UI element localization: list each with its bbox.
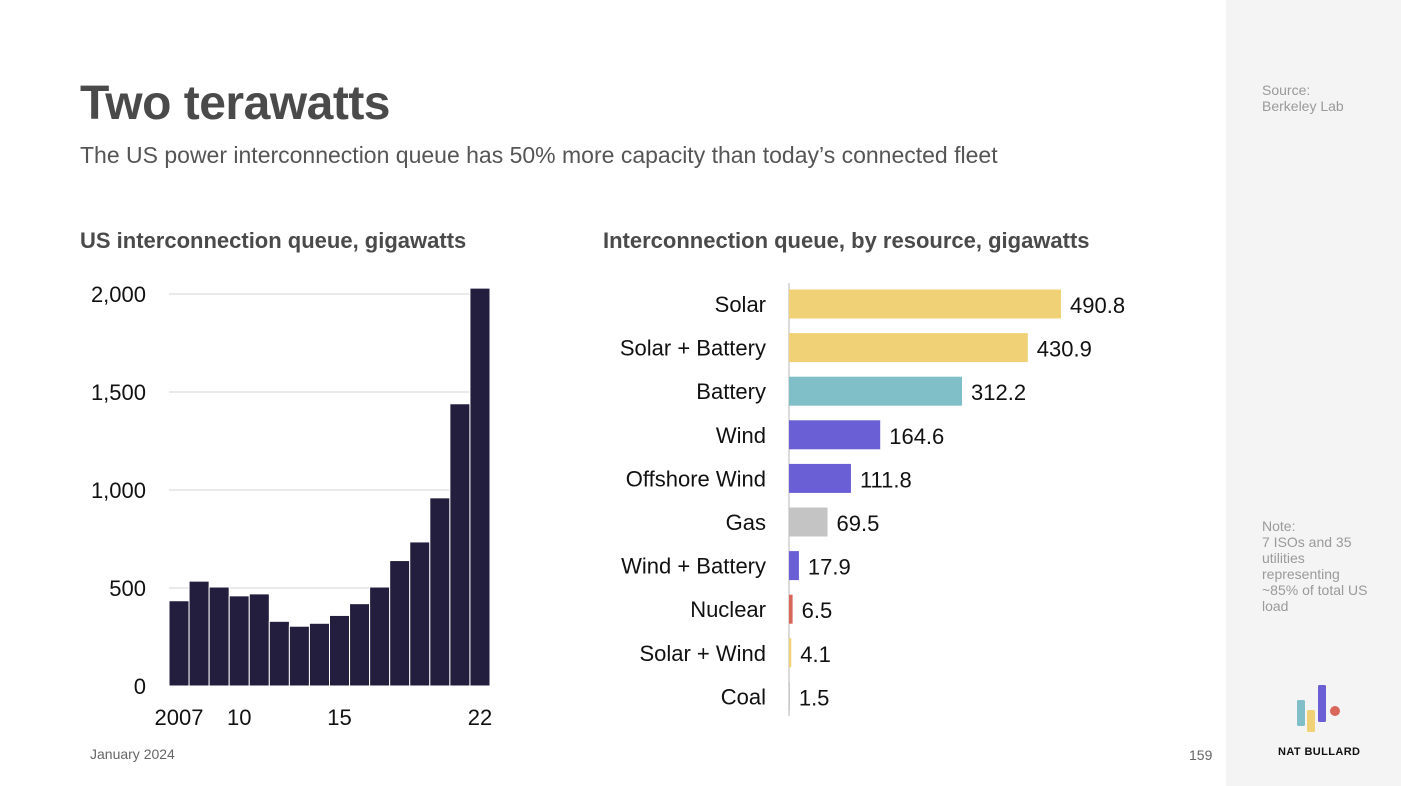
x-tick-label: 10 [227,705,251,730]
queue-bar [248,593,270,687]
note-text: 7 ISOs and 35 utilities representing ~85… [1262,534,1368,614]
value-label: 6.5 [802,598,833,623]
resource-bar [789,507,828,537]
queue-bar [449,403,471,687]
slide-main: Two terawatts The US power interconnecti… [80,77,1213,763]
footer-date: January 2024 [90,746,175,762]
queue-bar [168,600,190,687]
y-tick-label: 0 [134,674,146,699]
y-tick-label: 500 [109,576,146,601]
resource-bar [789,463,851,493]
slide-title: Two terawatts [80,77,391,130]
source-label: Source: [1262,82,1311,98]
x-tick-label: 15 [327,705,351,730]
value-label: 1.5 [799,685,830,710]
category-label: Solar + Wind [639,641,766,666]
value-label: 312.2 [971,380,1026,405]
queue-bar [409,541,431,687]
queue-bar [208,586,230,687]
x-tick-label: 22 [468,705,492,730]
queue-bar [369,586,391,687]
resource-bar [789,376,963,406]
page-number: 159 [1189,747,1213,763]
category-label: Solar + Battery [620,336,766,361]
value-label: 69.5 [837,511,880,536]
queue-bar [389,560,411,687]
source-text: Berkeley Lab [1262,98,1344,114]
queue-bar [288,625,310,687]
x-tick-label: 2007 [155,705,204,730]
category-label: Wind [716,423,766,448]
brand-name: NAT BULLARD [1278,746,1361,758]
category-label: Battery [696,379,766,404]
slide-subtitle: The US power interconnection queue has 5… [80,142,998,168]
y-tick-label: 2,000 [91,282,146,307]
resource-bar [789,551,799,581]
queue-bar [329,614,351,687]
value-label: 490.8 [1070,293,1125,318]
queue-chart-title: US interconnection queue, gigawatts [80,228,467,253]
value-label: 111.8 [860,467,912,492]
category-label: Coal [721,684,766,709]
resource-bar [789,333,1028,363]
category-label: Gas [726,510,766,535]
value-label: 164.6 [889,424,944,449]
queue-bar [308,622,330,687]
resource-bar [789,289,1061,319]
y-tick-label: 1,000 [91,478,146,503]
category-label: Wind + Battery [621,554,766,579]
queue-bar [349,603,371,687]
category-label: Solar [715,292,766,317]
y-tick-label: 1,500 [91,380,146,405]
queue-bar [429,497,451,687]
value-label: 4.1 [800,642,831,667]
queue-bar-chart: 0 500 1,000 1,500 2,000 2007 10 15 22 [91,282,492,730]
category-label: Offshore Wind [626,466,766,491]
queue-bar [268,620,290,687]
resource-chart-title: Interconnection queue, by resource, giga… [603,228,1090,253]
category-label: Nuclear [690,597,766,622]
queue-bar [188,580,210,687]
sidebar [1226,0,1401,786]
queue-bar [228,595,250,687]
resource-bar [789,638,792,668]
note-block: Note: 7 ISOs and 35 utilities representi… [1262,518,1374,614]
source-block: Source: Berkeley Lab [1262,82,1382,114]
resource-bar [789,594,793,624]
note-label: Note: [1262,518,1296,534]
resource-bar [789,681,790,711]
value-label: 17.9 [808,555,851,580]
queue-bar [469,287,491,687]
resource-bar [789,420,881,450]
value-label: 430.9 [1037,337,1092,362]
brand-logo-icon [1297,685,1340,732]
resource-bar-chart: Solar 490.8 Solar + Battery 430.9 Battery 312… [620,283,1125,716]
